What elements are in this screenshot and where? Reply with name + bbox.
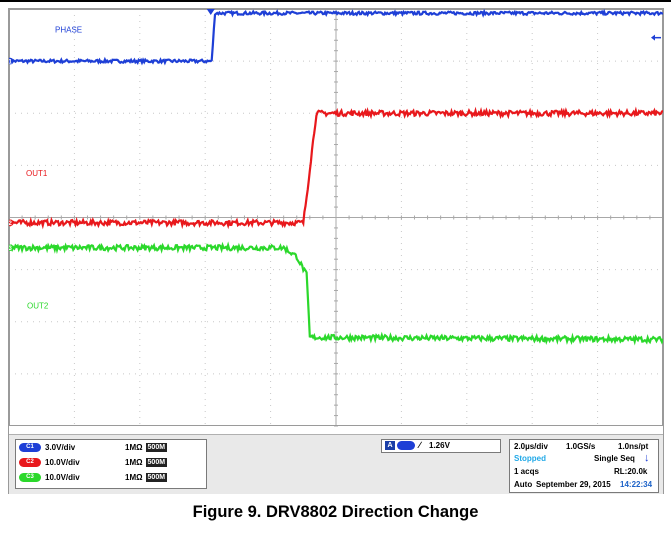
waveform-out2 bbox=[9, 241, 663, 346]
waveform-screen: 1 2 3 PHASE OUT1 OUT2 bbox=[9, 9, 663, 427]
oscilloscope-display: 1 2 3 PHASE OUT1 OUT2 C1 3.0V/div 1MΩ 500M C2 10.… bbox=[8, 8, 664, 494]
channel-3-bandwidth: 500M bbox=[145, 473, 168, 483]
channel-1-scale: 3.0V/div bbox=[45, 443, 76, 453]
resolution: 1.0ns/pt bbox=[618, 442, 649, 451]
channel-1-bandwidth: 500M bbox=[145, 443, 168, 453]
channel-2-marker-label: 2 bbox=[9, 221, 13, 227]
scope-status-panel: C1 3.0V/div 1MΩ 500M C2 10.0V/div 1MΩ 500M C3 1… bbox=[9, 434, 663, 494]
channel-3-ground-marker bbox=[9, 244, 14, 251]
trigger-position-marker bbox=[206, 9, 215, 15]
channel-3-impedance: 1MΩ bbox=[125, 473, 143, 483]
record-length: RL:20.0k bbox=[614, 467, 648, 476]
channel-2-badge: C2 bbox=[19, 458, 41, 468]
channel-2-impedance: 1MΩ bbox=[125, 458, 143, 468]
sample-rate: 1.0GS/s bbox=[566, 442, 596, 451]
channel-3-badge: C3 bbox=[19, 473, 41, 483]
screen-border bbox=[9, 9, 663, 426]
channel-row-2[interactable]: C2 10.0V/div 1MΩ 500M bbox=[19, 458, 168, 471]
auto-mode: Auto bbox=[514, 480, 533, 489]
timebase-settings[interactable]: 2.0µs/div 1.0GS/s 1.0ns/pt Stopped Singl… bbox=[509, 439, 659, 493]
capture-date: September 29, 2015 bbox=[536, 480, 611, 489]
channel-row-1[interactable]: C1 3.0V/div 1MΩ 500M bbox=[19, 443, 168, 456]
channel-3-scale: 10.0V/div bbox=[45, 473, 80, 483]
channel-1-ground-marker bbox=[9, 57, 14, 65]
trigger-mode: A bbox=[385, 441, 395, 450]
channel-2-bandwidth: 500M bbox=[145, 458, 168, 468]
channel-settings-box: C1 3.0V/div 1MΩ 500M C2 10.0V/div 1MΩ 500M C3 1… bbox=[15, 439, 207, 489]
rising-edge-icon: ∕ bbox=[419, 440, 421, 450]
trigger-settings[interactable]: A ∕ 1.26V bbox=[381, 439, 501, 453]
waveform-phase bbox=[9, 9, 663, 66]
channel-3-marker-label: 3 bbox=[9, 246, 13, 252]
figure-caption: Figure 9. DRV8802 Direction Change bbox=[192, 503, 479, 521]
top-rule bbox=[0, 0, 671, 2]
series-label-out2: OUT2 bbox=[27, 302, 49, 311]
channel-1-marker-label: 1 bbox=[9, 60, 13, 66]
waveform-out1 bbox=[9, 106, 663, 230]
series-label-out1: OUT1 bbox=[26, 169, 48, 178]
acquisition-count: 1 acqs bbox=[514, 467, 539, 476]
channel-1-impedance: 1MΩ bbox=[125, 443, 143, 453]
acquisition-status: Stopped bbox=[514, 454, 546, 463]
time-per-div: 2.0µs/div bbox=[514, 442, 548, 451]
series-label-phase: PHASE bbox=[55, 25, 82, 34]
channel-1-badge: C1 bbox=[19, 443, 41, 453]
channel-2-ground-marker bbox=[9, 219, 14, 226]
arrow-down-icon: ↓ bbox=[644, 452, 650, 464]
trigger-level: 1.26V bbox=[429, 441, 450, 450]
channel-2-scale: 10.0V/div bbox=[45, 458, 80, 468]
acquisition-mode: Single Seq bbox=[594, 454, 635, 463]
capture-time: 14:22:34 bbox=[620, 480, 653, 489]
channel-row-3[interactable]: C3 10.0V/div 1MΩ 500M bbox=[19, 473, 168, 486]
trigger-source-badge bbox=[397, 441, 415, 450]
trigger-level-arrow-icon bbox=[651, 34, 655, 41]
